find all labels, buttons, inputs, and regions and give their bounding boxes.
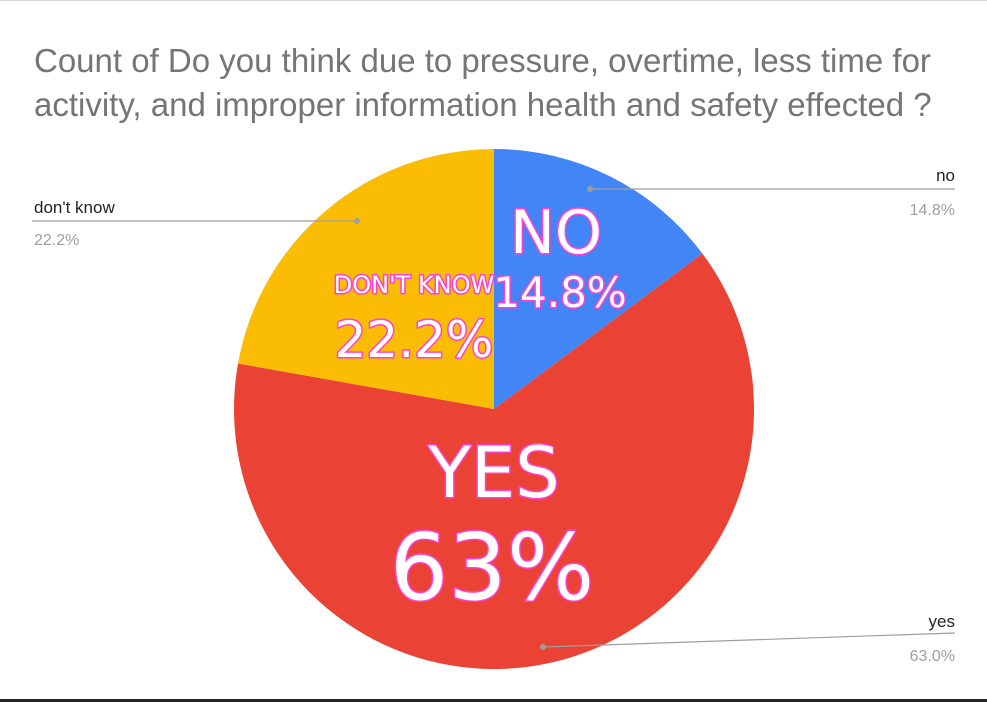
pie-slice-don-t-know: [238, 149, 494, 409]
callout-don-t-know: don't know 22.2%: [32, 198, 360, 249]
percent-label-no: 14.8%: [910, 202, 955, 219]
inner-percent-no: 14.8%: [493, 268, 626, 317]
callout-dot-don-t-know: [354, 218, 360, 224]
inner-label-no: NO: [510, 198, 602, 268]
callout-yes: yes 63.0%: [540, 612, 956, 665]
inner-label-yes: YES: [427, 432, 559, 514]
category-label-yes: yes: [929, 612, 955, 631]
percent-label-yes: 63.0%: [910, 648, 955, 665]
inner-percent-don-t-know: 22.2%: [335, 311, 494, 369]
inner-percent-yes: 63%: [390, 514, 594, 621]
inner-label-don-t-know: DON'T KNOW: [334, 271, 495, 299]
callout-no: no 14.8%: [587, 166, 955, 219]
callout-dot-no: [587, 186, 593, 192]
category-label-no: no: [936, 166, 955, 185]
category-label-don-t-know: don't know: [34, 198, 115, 217]
callout-dot-yes: [540, 644, 546, 650]
percent-label-don-t-know: 22.2%: [34, 232, 79, 249]
callout-line-yes: [542, 632, 956, 648]
pie-slice-no: [494, 149, 703, 409]
chart-title: Count of Do you think due to pressure, o…: [34, 42, 932, 123]
pie-slice-yes: [233, 253, 754, 669]
